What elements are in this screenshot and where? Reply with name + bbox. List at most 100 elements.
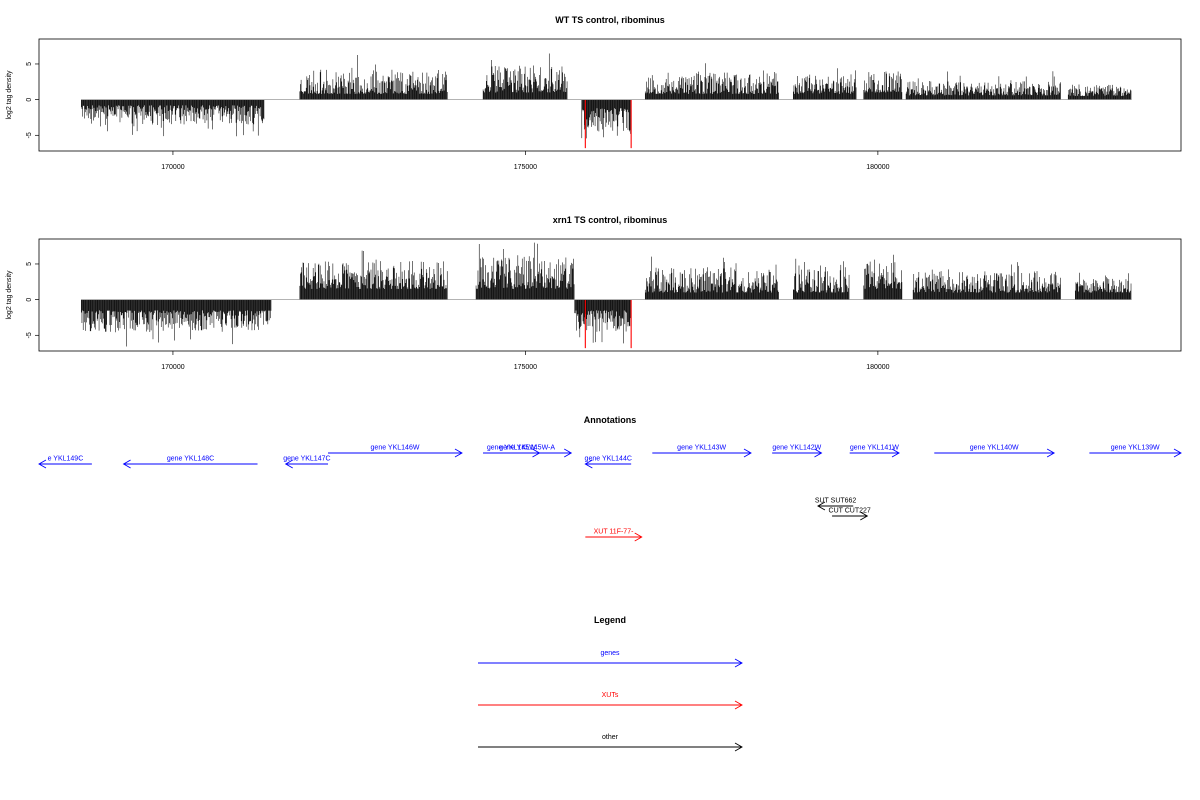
feature: CUT CUT227 <box>829 508 871 521</box>
feature: gene YKL142W <box>772 445 823 458</box>
coverage-bars-segment <box>863 254 903 300</box>
arrow-head-icon <box>860 511 869 521</box>
x-tick-label: 180000 <box>866 364 889 371</box>
annotations-panel: Annotations e YKL149C gene YKL148C gene YK… <box>38 415 1182 542</box>
arrow-head-icon <box>891 448 900 458</box>
coverage-bars-segment <box>1067 84 1132 100</box>
legend: Legend genes XUTs other <box>478 615 743 752</box>
feature-label: gene YKL145W-A <box>499 445 555 452</box>
x-tick-label: 170000 <box>161 164 184 171</box>
coverage-bars-segment <box>793 258 850 300</box>
coverage-bars-segment <box>581 99 631 139</box>
x-tick-label: 175000 <box>514 164 537 171</box>
feature: gene YKL148C <box>122 456 258 469</box>
coverage-bars-segment <box>1074 272 1132 300</box>
coverage-bars-segment <box>299 54 448 100</box>
coverage-bars-segment <box>574 299 631 344</box>
feature: gene YKL141W <box>849 445 900 458</box>
panel-title: xrn1 TS control, ribominus <box>553 215 668 225</box>
coverage-bars-segment <box>475 242 575 300</box>
legend-title: Legend <box>594 615 626 625</box>
feature: XUT 11F-77- <box>585 529 643 542</box>
feature-track: e YKL149C gene YKL148C gene YKL147C gene YK… <box>38 445 1182 542</box>
arrow-head-icon <box>1046 448 1056 458</box>
feature: gene YKL139W <box>1089 445 1182 458</box>
coverage-bars-segment <box>912 262 1061 300</box>
feature-label: gene YKL140W <box>970 445 1019 452</box>
y-axis-label: log2 tag density <box>6 70 13 120</box>
feature: gene YKL144C <box>584 456 632 469</box>
coverage-bars-segment <box>482 53 568 100</box>
arrow-head-icon <box>122 459 131 469</box>
feature-label: CUT CUT227 <box>829 508 871 515</box>
x-tick-label: 180000 <box>866 164 889 171</box>
legend-label: other <box>602 734 619 741</box>
arrow-head-icon <box>284 459 293 469</box>
feature-label: gene YKL144C <box>585 456 632 463</box>
legend-label: genes <box>600 650 620 657</box>
arrow-head-icon <box>734 700 743 710</box>
arrow-head-icon <box>38 459 47 469</box>
arrow-head-icon <box>734 742 743 752</box>
feature: e YKL149C <box>38 456 92 469</box>
feature: gene YKL143W <box>652 445 752 458</box>
x-axis: 170000 175000 180000 <box>161 351 890 371</box>
y-tick-label: 0 <box>26 298 33 302</box>
highlight-bars <box>584 299 632 349</box>
feature: gene YKL140W <box>934 445 1056 458</box>
legend-item: XUTs <box>478 692 743 710</box>
y-axis: -5 0 5 <box>26 62 39 138</box>
y-tick-label: 0 <box>26 98 33 102</box>
coverage-bars-segment <box>863 71 903 100</box>
feature-label: gene YKL141W <box>850 445 899 452</box>
coverage-bars-segment <box>81 99 265 137</box>
bar-series <box>81 53 1132 139</box>
legend-item: genes <box>478 650 743 668</box>
legend-label: XUTs <box>602 692 619 699</box>
arrow-head-icon <box>634 532 643 542</box>
feature: gene YKL146W <box>328 445 463 458</box>
feature: SUT SUT662 <box>815 498 857 511</box>
feature: gene YKL145W-A <box>483 445 573 458</box>
coverage-bars-segment <box>644 256 779 300</box>
xrn1-coverage-panel: xrn1 TS control, ribominus log2 tag dens… <box>6 215 1182 371</box>
y-tick-label: -5 <box>26 132 33 138</box>
y-axis: -5 0 5 <box>26 262 39 338</box>
annotations-title: Annotations <box>584 415 637 425</box>
feature-label: gene YKL139W <box>1111 445 1160 452</box>
feature-label: SUT SUT662 <box>815 498 857 505</box>
legend-items: genes XUTs other <box>478 650 743 752</box>
feature-label: gene YKL147C <box>283 456 330 463</box>
coverage-bars-segment <box>644 63 779 100</box>
arrow-head-icon <box>734 658 743 668</box>
feature-label: e YKL149C <box>48 456 84 463</box>
feature-label: gene YKL142W <box>772 445 821 452</box>
arrow-head-icon <box>584 459 593 469</box>
feature-label: gene YKL148C <box>167 456 214 463</box>
arrow-head-icon <box>817 501 826 511</box>
plot-frame <box>38 238 1182 352</box>
legend-item: other <box>478 734 743 752</box>
feature-label: gene YKL145W <box>487 445 536 452</box>
plot-frame <box>38 38 1182 152</box>
x-axis: 170000 175000 180000 <box>161 151 890 171</box>
wt-coverage-panel: WT TS control, ribominus log2 tag densit… <box>6 15 1182 171</box>
y-tick-label: -5 <box>26 332 33 338</box>
panel-title: WT TS control, ribominus <box>555 15 665 25</box>
arrow-head-icon <box>1173 448 1182 458</box>
feature-label: XUT 11F-77- <box>594 529 634 536</box>
feature-label: gene YKL143W <box>677 445 726 452</box>
arrow-head-icon <box>454 448 463 458</box>
arrow-head-icon <box>814 448 823 458</box>
arrow-head-icon <box>564 448 573 458</box>
y-axis-label: log2 tag density <box>6 270 13 320</box>
x-tick-label: 175000 <box>514 364 537 371</box>
arrow-head-icon <box>743 448 752 458</box>
highlight-bars <box>584 99 632 149</box>
coverage-bars-segment <box>905 71 1061 100</box>
y-tick-label: 5 <box>26 62 33 66</box>
feature-label: gene YKL146W <box>371 445 420 452</box>
coverage-bars-segment <box>793 68 857 100</box>
coverage-bars-segment <box>299 250 448 300</box>
